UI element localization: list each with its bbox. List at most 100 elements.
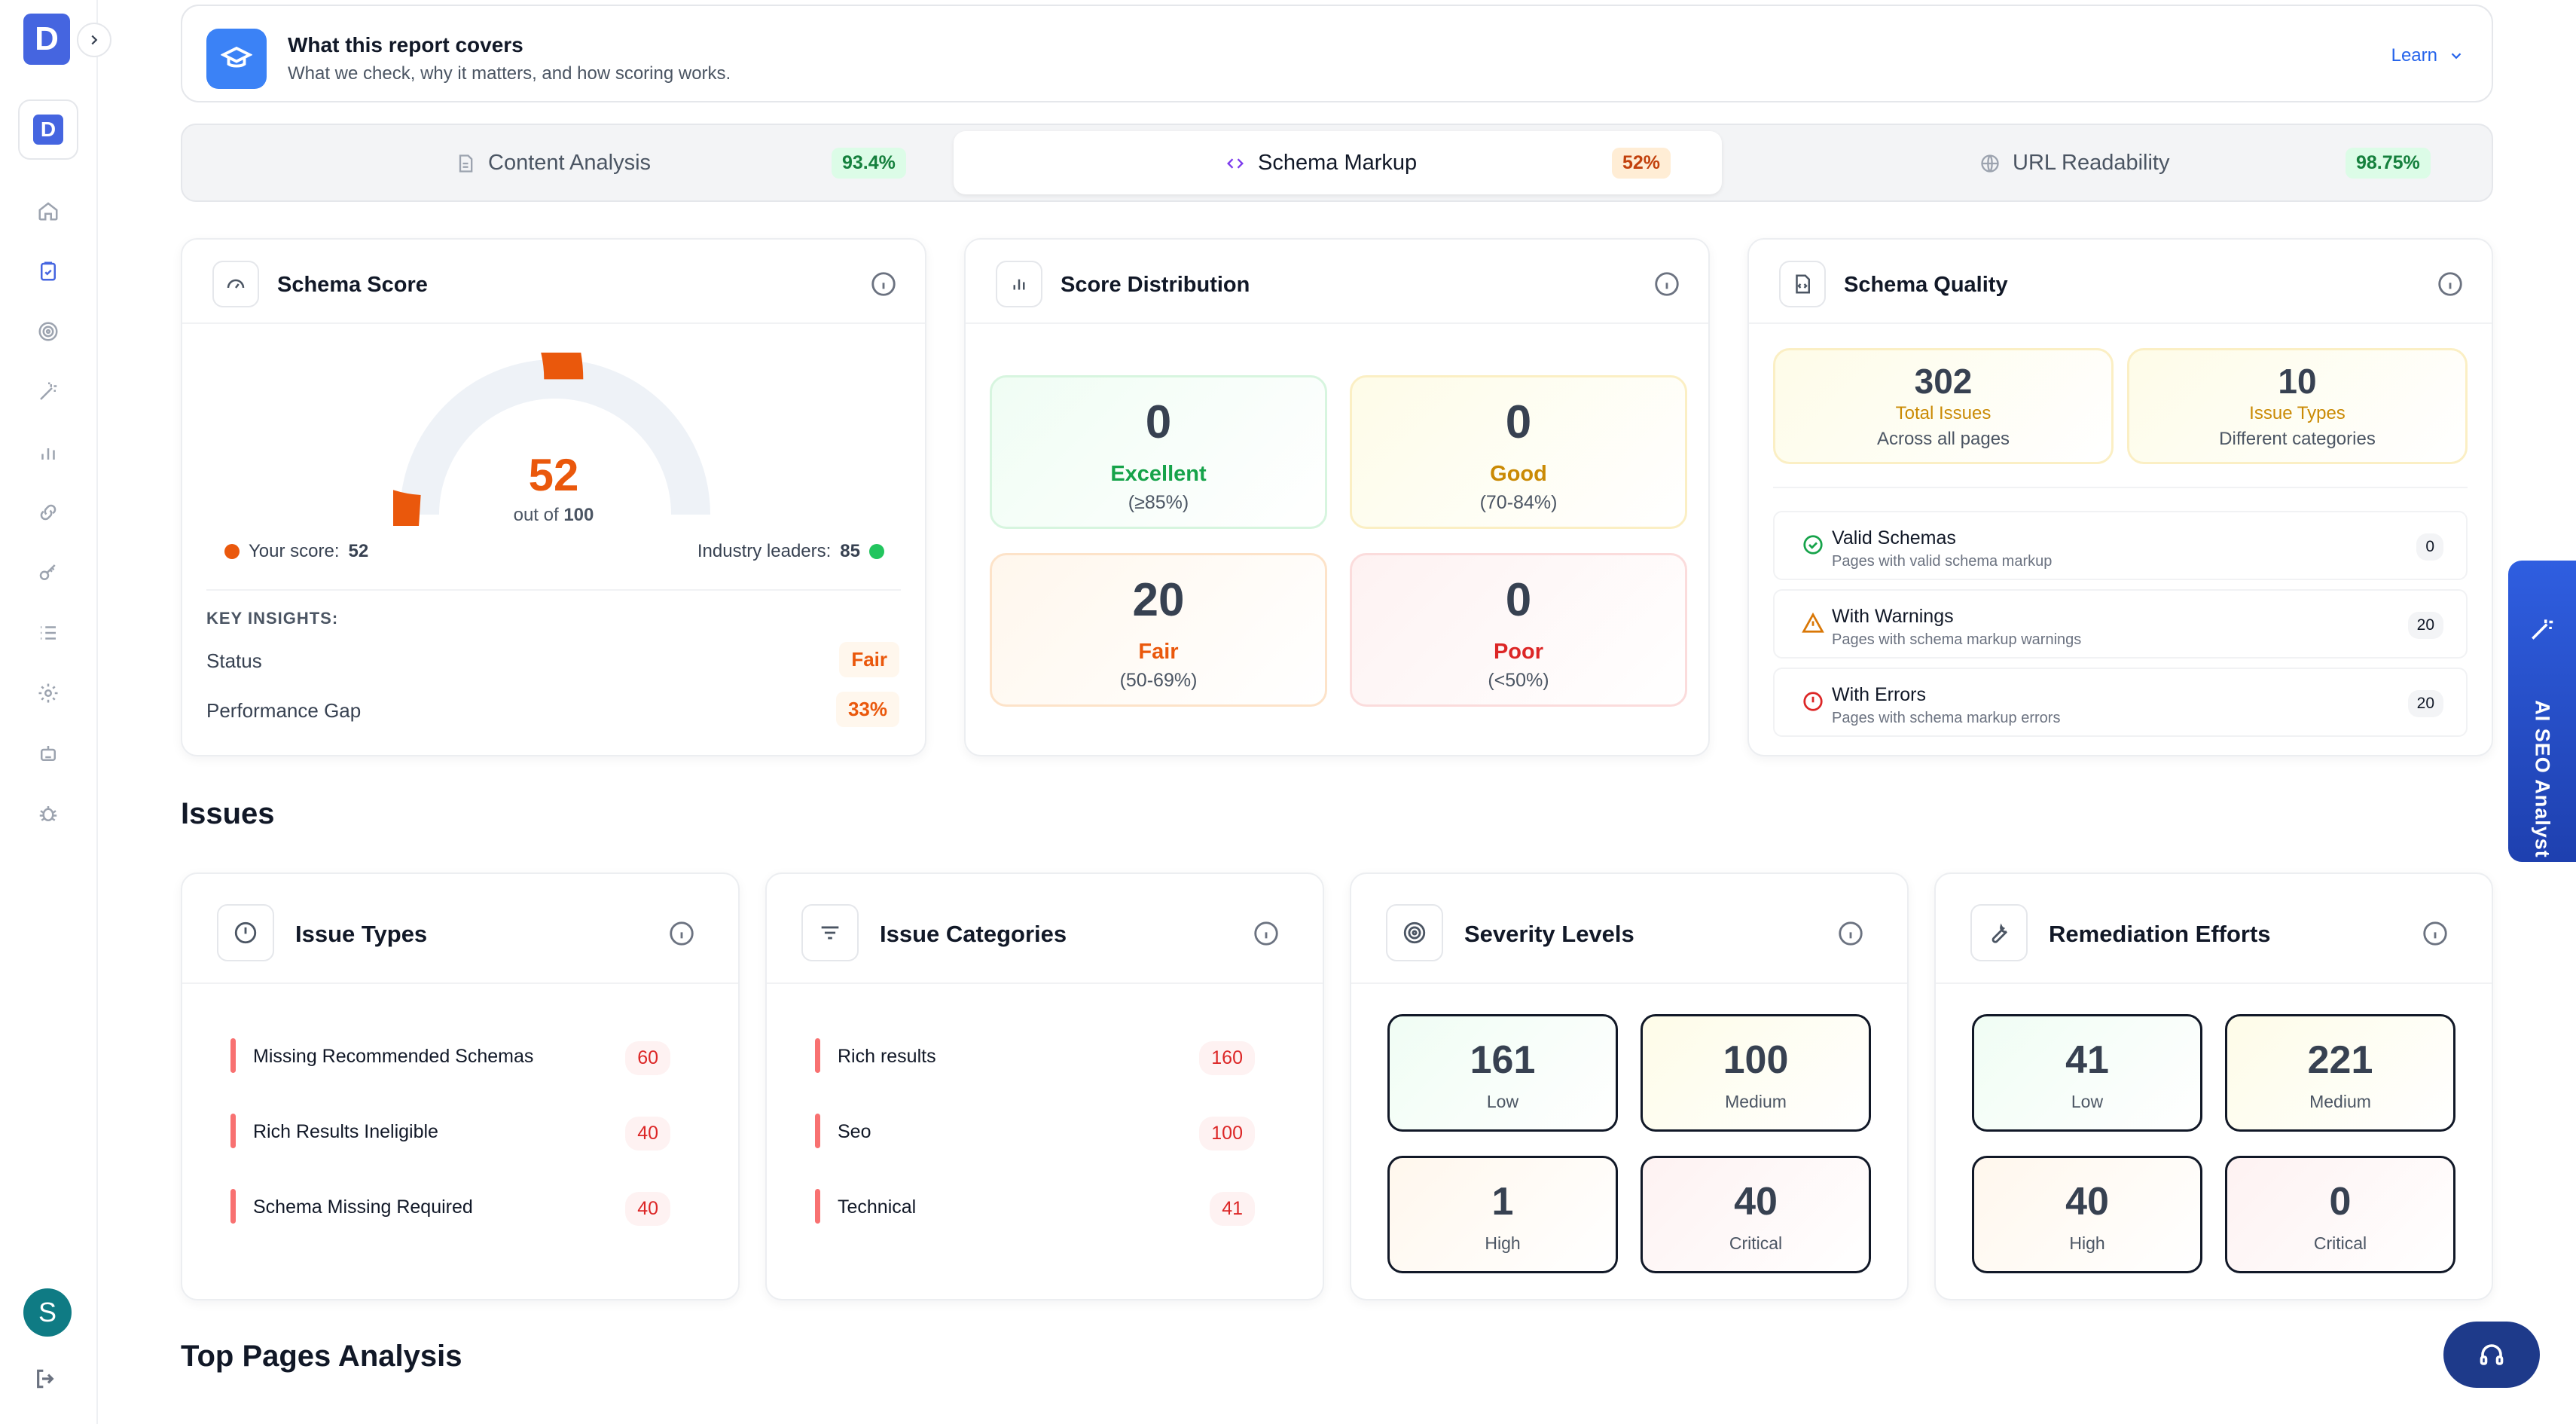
score-distribution-card: Score Distribution 0 Excellent (≥85%) 0 … — [964, 238, 1710, 756]
app-logo[interactable]: D — [23, 14, 70, 65]
sidebar: D D S — [0, 0, 111, 1424]
warning-icon — [1802, 612, 1824, 633]
sidebar-expand-button[interactable] — [77, 23, 111, 57]
chevron-down-icon — [2451, 53, 2462, 60]
nav-crawler[interactable] — [30, 796, 66, 832]
count-badge: 160 — [1199, 1041, 1255, 1075]
status-badge: Fair — [839, 642, 899, 677]
nav-goals[interactable] — [30, 313, 66, 350]
severity-levels-card: Severity Levels 161 Low 100 Medium 1 High 4… — [1350, 872, 1909, 1300]
issues-heading: Issues — [181, 797, 275, 830]
total-issues-tile: 302 Total Issues Across all pages — [1773, 348, 2114, 464]
nav-links[interactable] — [30, 494, 66, 530]
nav-reports[interactable] — [30, 253, 66, 289]
effort-critical-tile: 0 Critical — [2225, 1156, 2455, 1273]
info-button[interactable] — [869, 270, 898, 298]
list-item[interactable]: Missing Recommended Schemas 60 — [230, 1037, 670, 1075]
tab-schema-markup[interactable]: Schema Markup 52% — [954, 131, 1722, 194]
learn-toggle[interactable]: Learn — [2391, 45, 2465, 66]
list-item[interactable]: Rich results 160 — [815, 1037, 1255, 1075]
graduation-cap-icon — [206, 29, 267, 89]
your-score-dot — [224, 544, 240, 559]
info-button[interactable] — [1252, 919, 1280, 948]
severity-high-tile: 1 High — [1387, 1156, 1618, 1273]
target-icon — [38, 322, 58, 341]
top-pages-heading: Top Pages Analysis — [181, 1340, 462, 1373]
nav-keywords[interactable] — [30, 555, 66, 591]
check-circle-icon — [1803, 535, 1823, 555]
card-title: Schema Score — [277, 273, 428, 297]
info-button[interactable] — [2436, 270, 2465, 298]
nav-optimize[interactable] — [30, 374, 66, 410]
tab-score-badge: 93.4% — [832, 148, 906, 179]
nav-bots[interactable] — [30, 735, 66, 772]
list-item[interactable]: Rich Results Ineligible 40 — [230, 1112, 670, 1151]
magic-wand-icon — [2532, 619, 2553, 640]
errors-row[interactable]: With Errors Pages with schema markup err… — [1773, 668, 2468, 737]
document-icon — [459, 154, 473, 173]
tab-score-badge: 98.75% — [2346, 148, 2431, 179]
file-code-icon — [1779, 261, 1826, 307]
remediation-efforts-card: Remediation Efforts 41 Low 221 Medium 40 Hi… — [1934, 872, 2493, 1300]
link-icon — [40, 504, 56, 521]
wrench-icon — [1970, 904, 2028, 961]
ai-tab-label: AI SEO Analyst — [2531, 700, 2554, 858]
list-item[interactable]: Seo 100 — [815, 1112, 1255, 1151]
severity-low-tile: 161 Low — [1387, 1014, 1618, 1132]
tab-content-analysis[interactable]: Content Analysis 93.4% — [188, 131, 945, 194]
issue-types-card: Issue Types Missing Recommended Schemas … — [181, 872, 740, 1300]
ai-seo-analyst-button[interactable]: AI SEO Analyst — [2508, 561, 2576, 862]
user-avatar[interactable]: S — [23, 1288, 72, 1337]
gap-label: Performance Gap — [206, 699, 362, 722]
count-badge: 20 — [2407, 612, 2443, 639]
report-info-banner: What this report covers What we check, w… — [181, 5, 2493, 102]
excellent-tile: 0 Excellent (≥85%) — [990, 375, 1327, 529]
info-icon — [2438, 272, 2462, 296]
nav-list[interactable] — [30, 615, 66, 651]
tab-label: URL Readability — [2013, 151, 2170, 175]
logout-icon — [37, 1369, 54, 1389]
count-badge: 20 — [2407, 690, 2443, 717]
info-button[interactable] — [1653, 270, 1681, 298]
learn-label: Learn — [2391, 45, 2437, 66]
warnings-row[interactable]: With Warnings Pages with schema markup w… — [1773, 589, 2468, 659]
code-icon — [1227, 157, 1244, 169]
logout-button[interactable] — [33, 1367, 63, 1397]
brand-button[interactable]: D — [18, 99, 78, 160]
valid-schemas-row[interactable]: Valid Schemas Pages with valid schema ma… — [1773, 511, 2468, 580]
card-title: Remediation Efforts — [2049, 921, 2271, 947]
list-item[interactable]: Schema Missing Required 40 — [230, 1187, 670, 1226]
info-button[interactable] — [2421, 919, 2449, 948]
nav-home[interactable] — [30, 193, 66, 229]
globe-icon — [1981, 154, 1999, 173]
info-icon — [871, 272, 896, 296]
severity-medium-tile: 100 Medium — [1641, 1014, 1871, 1132]
gap-badge: 33% — [835, 692, 899, 727]
headset-icon — [2480, 1344, 2504, 1365]
info-icon — [2423, 921, 2447, 946]
bar-chart-icon — [996, 261, 1042, 307]
list-item[interactable]: Technical 41 — [815, 1187, 1255, 1226]
nav-settings[interactable] — [30, 675, 66, 711]
poor-tile: 0 Poor (<50%) — [1350, 553, 1687, 707]
bar-chart-icon — [41, 448, 55, 460]
alert-circle-icon — [217, 904, 274, 961]
info-button[interactable] — [667, 919, 696, 948]
count-badge: 60 — [625, 1041, 670, 1075]
info-icon — [1254, 921, 1278, 946]
support-button[interactable] — [2443, 1322, 2540, 1388]
banner-subtitle: What we check, why it matters, and how s… — [288, 63, 731, 84]
count-badge: 41 — [1210, 1192, 1255, 1226]
tab-label: Content Analysis — [488, 151, 652, 175]
target-icon — [1386, 904, 1443, 961]
card-title: Issue Categories — [880, 921, 1067, 947]
nav-analytics[interactable] — [30, 434, 66, 470]
info-button[interactable] — [1836, 919, 1865, 948]
magic-wand-icon — [40, 382, 57, 400]
brand-logo: D — [33, 115, 63, 145]
severity-critical-tile: 40 Critical — [1641, 1156, 1871, 1273]
your-score-legend: Your score: 52 — [224, 541, 368, 562]
count-badge: 100 — [1199, 1117, 1255, 1151]
tab-url-readability[interactable]: URL Readability 98.75% — [1731, 131, 2487, 194]
count-badge: 40 — [625, 1192, 670, 1226]
